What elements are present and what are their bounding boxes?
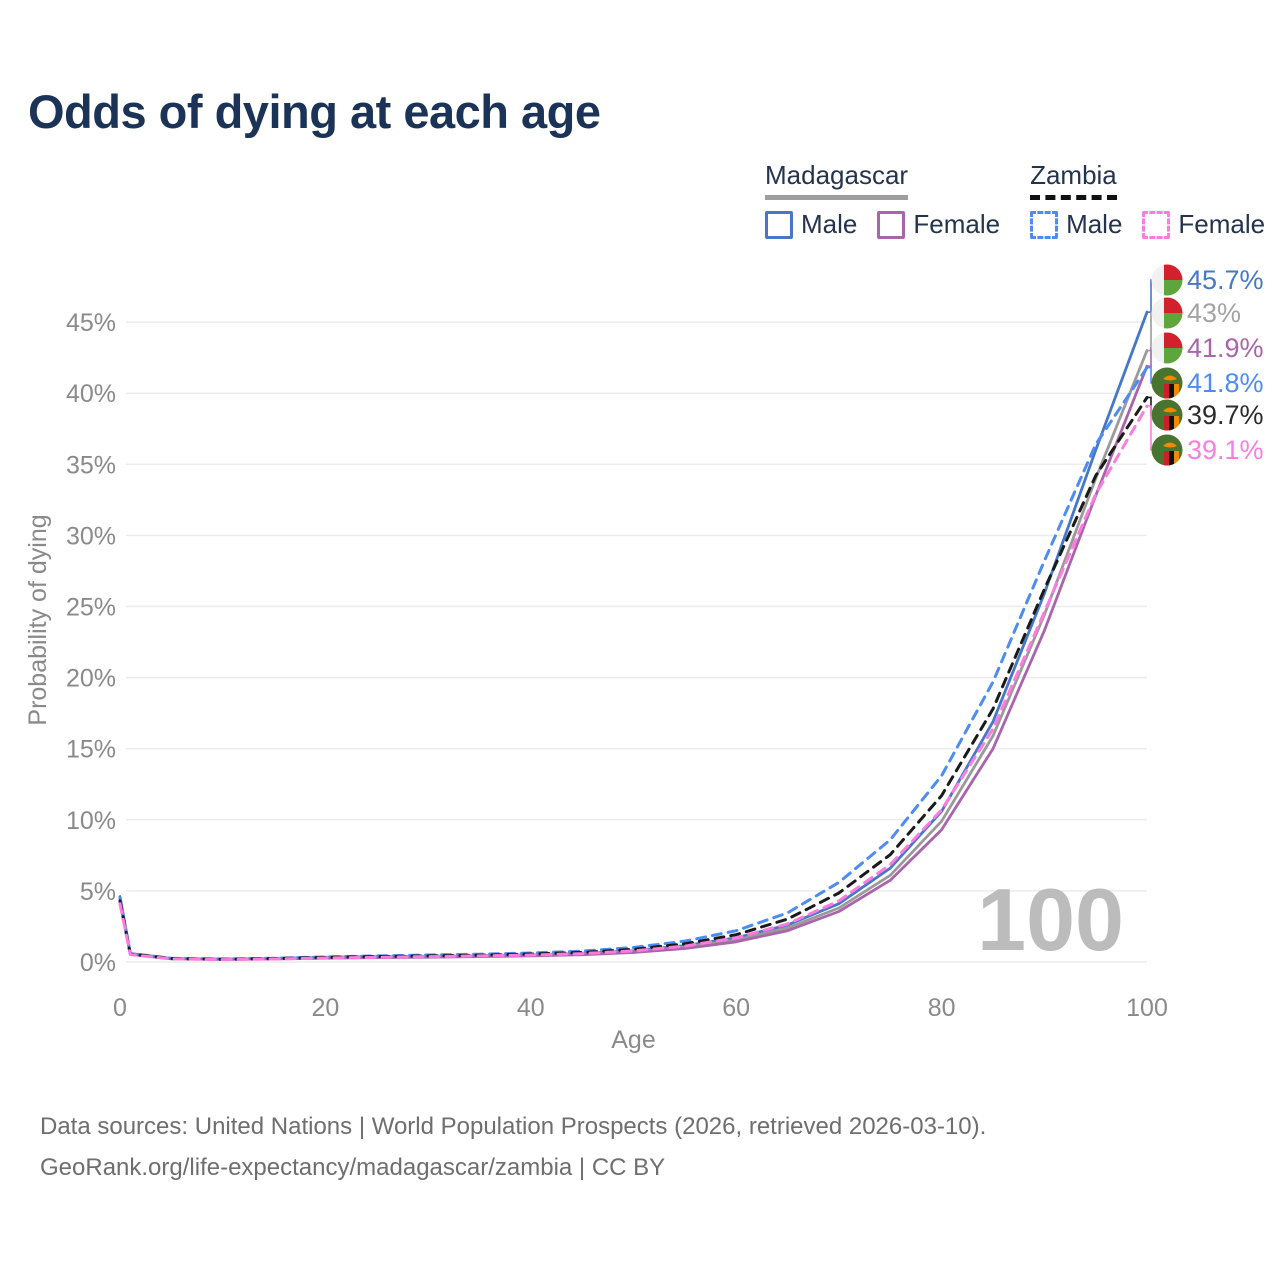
y-tick-label: 25% <box>66 594 116 622</box>
series-end-value-label: 39.1% <box>1187 435 1264 465</box>
zambia-female-swatch-icon <box>1142 210 1171 239</box>
legend: Madagascar Male Female Zambia Male <box>765 160 1265 240</box>
series-line-madagascar-both-sexes[interactable] <box>118 349 1149 961</box>
madagascar-flag-icon <box>1151 332 1183 364</box>
series-end-value-label: 41.8% <box>1187 368 1264 398</box>
madagascar-female-swatch-icon <box>877 210 906 239</box>
legend-header-madagascar[interactable]: Madagascar <box>765 160 909 200</box>
legend-label-zambia-male: Male <box>1066 209 1123 239</box>
footer: Data sources: United Nations | World Pop… <box>40 1106 986 1188</box>
footer-data-sources: Data sources: United Nations | World Pop… <box>40 1113 987 1140</box>
legend-item-madagascar-male[interactable]: Male <box>765 209 857 240</box>
series-line-madagascar-male[interactable] <box>118 310 1149 961</box>
x-tick-label: 100 <box>1126 994 1168 1022</box>
legend-group-madagascar: Madagascar Male Female <box>765 160 1000 240</box>
series-end-value-label: 41.9% <box>1187 333 1264 363</box>
series-end-value-label: 43% <box>1187 298 1241 328</box>
legend-label-madagascar-male: Male <box>801 209 858 239</box>
series-end-value-label: 45.7% <box>1187 265 1264 295</box>
legend-label-zambia-female: Female <box>1178 209 1266 239</box>
madagascar-flag-icon <box>1151 297 1183 329</box>
legend-item-madagascar-female[interactable]: Female <box>877 209 1000 240</box>
legend-label-madagascar-female: Female <box>913 209 1001 239</box>
madagascar-flag-icon <box>1151 264 1183 296</box>
x-tick-label: 0 <box>113 994 127 1022</box>
legend-group-zambia: Zambia Male Female <box>1030 160 1265 240</box>
x-tick-label: 40 <box>517 994 545 1022</box>
y-tick-label: 20% <box>66 665 116 693</box>
series-end-value-label: 39.7% <box>1187 400 1264 430</box>
legend-item-zambia-male[interactable]: Male <box>1030 209 1122 240</box>
x-tick-label: 20 <box>311 994 339 1022</box>
madagascar-male-swatch-icon <box>765 210 793 239</box>
y-tick-label: 10% <box>66 807 116 835</box>
zambia-flag-icon <box>1151 367 1183 399</box>
x-axis-title: Age <box>611 1026 655 1054</box>
legend-row-zambia: Male Female <box>1030 209 1265 240</box>
y-tick-label: 35% <box>66 451 116 479</box>
x-tick-label: 80 <box>928 994 956 1022</box>
zambia-flag-icon <box>1151 434 1183 466</box>
series-line-zambia-female[interactable] <box>118 404 1149 962</box>
y-tick-label: 45% <box>66 309 116 337</box>
y-tick-label: 0% <box>80 949 116 977</box>
y-tick-label: 30% <box>66 522 116 550</box>
hovered-age-watermark: 100 <box>977 870 1124 969</box>
y-tick-label: 40% <box>66 380 116 408</box>
y-tick-label: 15% <box>66 736 116 764</box>
y-axis-title: Probability of dying <box>24 514 52 725</box>
footer-attribution: GeoRank.org/life-expectancy/madagascar/z… <box>40 1154 666 1181</box>
legend-row-madagascar: Male Female <box>765 209 1000 240</box>
page-title: Odds of dying at each age <box>28 85 601 138</box>
legend-item-zambia-female[interactable]: Female <box>1142 209 1265 240</box>
legend-header-zambia[interactable]: Zambia <box>1030 160 1117 200</box>
zambia-flag-icon <box>1151 399 1183 431</box>
zambia-male-swatch-icon <box>1030 210 1059 239</box>
x-tick-label: 60 <box>722 994 750 1022</box>
y-tick-label: 5% <box>80 878 116 906</box>
